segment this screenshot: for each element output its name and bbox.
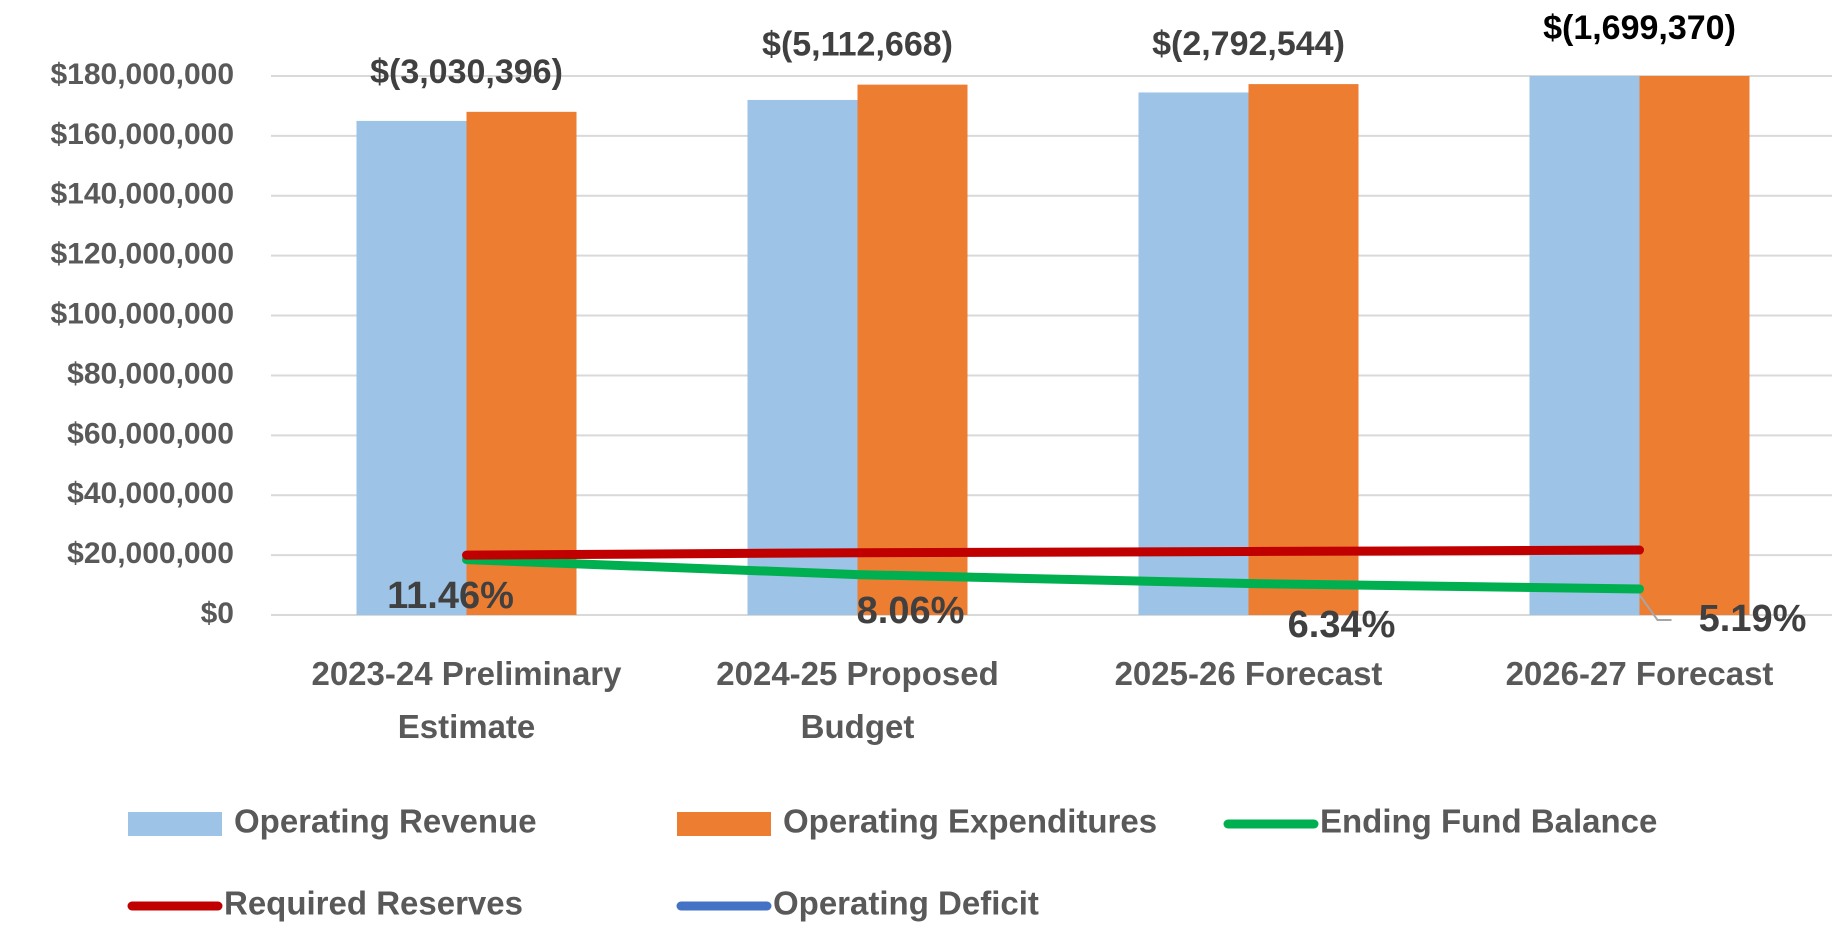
- data-label: $(1,699,370): [1543, 9, 1736, 47]
- annotation: 6.34%: [1288, 604, 1396, 646]
- data-label: $(3,030,396): [370, 53, 563, 91]
- bar: [1529, 76, 1640, 615]
- leader-line: [1638, 594, 1672, 621]
- y-tick-label: $180,000,000: [50, 58, 234, 91]
- legend-label: Operating Deficit: [773, 885, 1039, 922]
- legend-swatch: [677, 812, 771, 836]
- bar: [1138, 92, 1249, 615]
- data-label: $(5,112,668): [762, 26, 953, 64]
- x-tick-label: 2025-26 Forecast: [1114, 655, 1383, 692]
- y-tick-label: $60,000,000: [67, 417, 234, 450]
- x-tick-label: 2024-25 Proposed Budget: [716, 655, 999, 745]
- x-tick-label: 2026-27 Forecast: [1505, 655, 1774, 692]
- annotation: 5.19%: [1699, 598, 1807, 640]
- bar: [466, 111, 577, 615]
- legend-swatch: [128, 812, 222, 836]
- annotation: 8.06%: [857, 590, 965, 632]
- y-tick-label: $20,000,000: [67, 537, 234, 570]
- y-tick-label: $120,000,000: [50, 238, 234, 271]
- y-tick-label: $0: [201, 597, 234, 630]
- y-tick-label: $40,000,000: [67, 477, 234, 510]
- y-tick-label: $140,000,000: [50, 178, 234, 211]
- annotation: 11.46%: [387, 575, 514, 617]
- y-tick-label: $100,000,000: [50, 297, 234, 330]
- legend-label: Operating Revenue: [234, 803, 537, 840]
- x-tick-label: 2023-24 Preliminary Estimate: [311, 655, 622, 745]
- plot-area: [356, 76, 1750, 630]
- bar: [1639, 76, 1750, 615]
- legend-label: Required Reserves: [224, 885, 523, 922]
- line-series: [467, 620, 1640, 630]
- bar: [857, 84, 968, 615]
- bar: [747, 99, 858, 615]
- line-series: [462, 545, 1644, 560]
- data-label: $(2,792,544): [1152, 25, 1345, 63]
- line-series: [462, 555, 1644, 594]
- bar: [356, 120, 467, 615]
- legend-label: Operating Expenditures: [783, 803, 1157, 840]
- bar: [1248, 84, 1359, 615]
- y-tick-label: $160,000,000: [50, 118, 234, 151]
- y-tick-label: $80,000,000: [67, 357, 234, 390]
- legend-label: Ending Fund Balance: [1320, 803, 1657, 840]
